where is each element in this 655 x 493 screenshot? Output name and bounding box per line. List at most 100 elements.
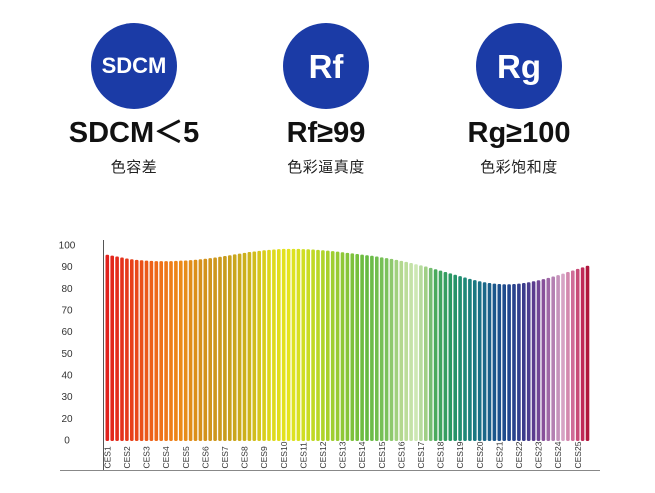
x-tick-label: CES12 xyxy=(318,441,328,468)
x-tick-label: CES4 xyxy=(161,446,171,468)
bar-65 xyxy=(419,265,423,441)
bar-3 xyxy=(115,256,119,441)
bar-80 xyxy=(492,283,497,441)
bar-39 xyxy=(291,248,296,441)
x-tick-label: CES24 xyxy=(553,441,563,468)
bar-38 xyxy=(286,248,291,441)
bar-57 xyxy=(379,257,384,441)
bar-60 xyxy=(394,259,399,441)
bar-76 xyxy=(473,280,477,441)
bar-88 xyxy=(531,281,536,441)
rg-label: 色彩饱和度 xyxy=(480,158,558,176)
x-tick-label: CES3 xyxy=(142,446,152,468)
bar-18 xyxy=(188,260,193,441)
bar-92 xyxy=(551,276,555,441)
bar-40 xyxy=(296,248,301,441)
bar-28 xyxy=(237,253,242,441)
y-tick-label: 90 xyxy=(61,262,73,273)
y-tick-label: 0 xyxy=(64,436,70,447)
bar-71 xyxy=(448,273,453,441)
bar-94 xyxy=(561,273,565,441)
rg-value: Rg≥100 xyxy=(467,117,571,149)
bar-13 xyxy=(164,261,168,441)
x-tick-label: CES16 xyxy=(396,441,406,468)
bar-69 xyxy=(438,270,443,441)
bar-36 xyxy=(277,249,281,441)
y-tick-labels: 100 90 80 70 60 50 40 30 20 0 xyxy=(59,241,76,447)
bar-4 xyxy=(120,257,124,441)
bar-17 xyxy=(183,260,188,441)
sdcm-label: 色容差 xyxy=(110,158,158,176)
x-tick-label: CES19 xyxy=(455,441,465,468)
bar-51 xyxy=(350,253,355,441)
bar-34 xyxy=(267,249,271,441)
y-tick-label: 60 xyxy=(61,327,73,338)
bar-85 xyxy=(517,283,521,441)
bar-24 xyxy=(218,256,222,441)
x-tick-label: CES5 xyxy=(181,446,191,468)
sdcm-value: SDCM＜5 xyxy=(68,117,200,149)
y-tick-label: 40 xyxy=(61,371,73,382)
rg-badge-text: Rg xyxy=(497,47,541,85)
bar-61 xyxy=(399,260,404,441)
bar-43 xyxy=(311,249,315,441)
metric-rg: Rg Rg≥100 色彩饱和度 xyxy=(429,0,609,185)
bar-53 xyxy=(360,254,364,441)
x-tick-label: CES17 xyxy=(416,441,426,468)
bar-98 xyxy=(580,267,585,441)
bar-33 xyxy=(262,250,266,441)
bar-63 xyxy=(409,263,413,441)
bar-74 xyxy=(463,277,467,441)
bar-15 xyxy=(174,260,178,441)
bar-26 xyxy=(228,255,232,441)
bar-23 xyxy=(213,257,217,441)
bar-1 xyxy=(105,254,110,441)
y-tick-label: 50 xyxy=(61,349,73,360)
bar-42 xyxy=(306,249,310,441)
bar-45 xyxy=(321,250,325,441)
bar-73 xyxy=(458,276,462,441)
bar-5 xyxy=(125,258,129,441)
x-tick-label: CES21 xyxy=(494,441,504,468)
bar-64 xyxy=(414,264,418,441)
bar-21 xyxy=(203,258,208,441)
bar-96 xyxy=(571,270,575,441)
bar-58 xyxy=(384,258,389,441)
x-tick-label: CES8 xyxy=(240,446,250,468)
bar-29 xyxy=(242,252,247,441)
bar-6 xyxy=(130,259,134,441)
x-tick-labels: CES1 CES2 CES3 CES4 CES5 CES6 CES7 CES8 CES9 CES1… xyxy=(102,441,582,468)
bar-9 xyxy=(144,260,149,441)
y-tick-label: 70 xyxy=(61,306,73,317)
bar-19 xyxy=(193,259,198,441)
bar-2 xyxy=(110,255,114,441)
y-tick-label: 80 xyxy=(61,284,73,295)
bar-35 xyxy=(272,249,276,441)
bar-20 xyxy=(198,259,203,441)
x-tick-label: CES15 xyxy=(377,441,387,468)
bar-25 xyxy=(223,255,227,441)
bar-47 xyxy=(330,251,335,441)
bar-7 xyxy=(134,259,139,441)
bar-62 xyxy=(404,261,408,441)
bar-16 xyxy=(179,260,183,441)
sdcm-badge: SDCM xyxy=(91,23,177,109)
bar-77 xyxy=(477,281,482,441)
bar-59 xyxy=(389,258,394,441)
bar-49 xyxy=(340,252,345,441)
bar-10 xyxy=(149,260,154,441)
bar-95 xyxy=(566,272,570,441)
bar-79 xyxy=(487,283,492,441)
x-tick-label: CES23 xyxy=(534,441,544,468)
x-tick-label: CES1 xyxy=(102,446,112,468)
bar-46 xyxy=(326,250,330,441)
x-tick-label: CES9 xyxy=(259,446,269,468)
bar-52 xyxy=(355,254,359,441)
bar-30 xyxy=(247,252,252,441)
bar-70 xyxy=(443,272,448,441)
bar-84 xyxy=(512,284,516,441)
bar-55 xyxy=(370,255,374,441)
bar-82 xyxy=(502,284,506,441)
bar-68 xyxy=(433,269,438,441)
